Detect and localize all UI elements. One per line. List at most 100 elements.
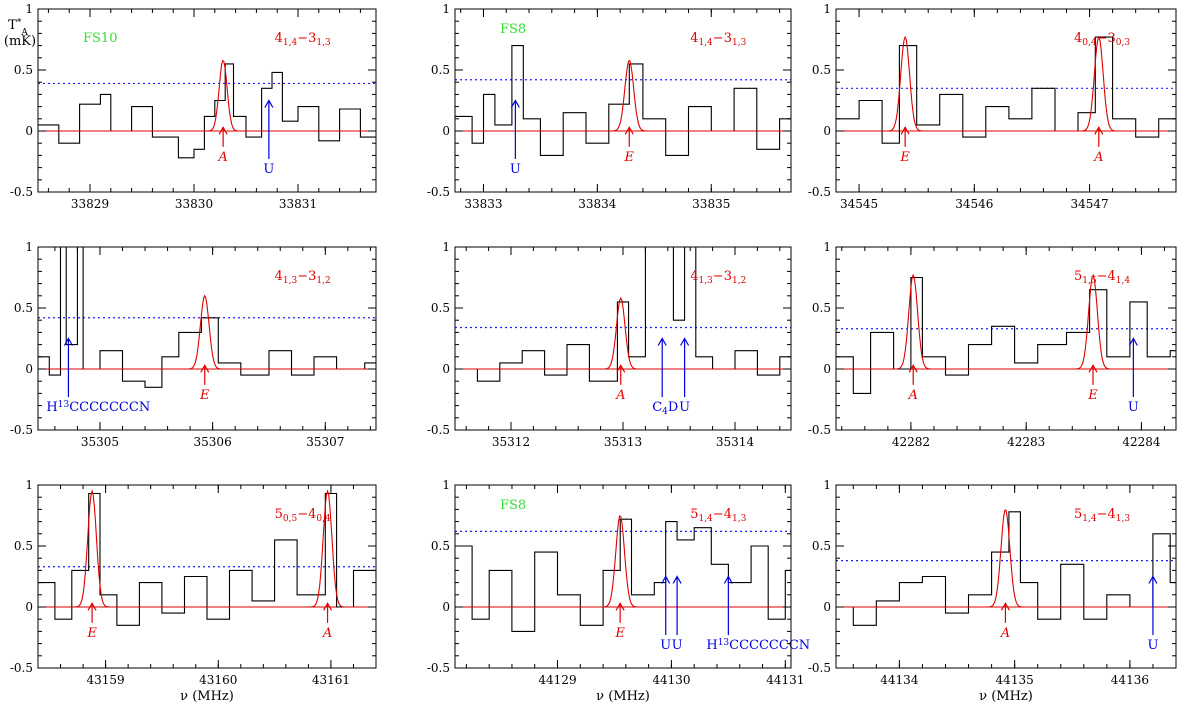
spectrum-trace [38, 247, 376, 388]
y-tick-label: -0.5 [427, 185, 450, 199]
axes-frame [454, 484, 792, 669]
axes-frame [835, 246, 1177, 431]
x-tick-label: 35306 [194, 435, 232, 449]
x-tick-label: 35313 [604, 435, 642, 449]
transition-label: 41,3−31,2 [275, 269, 331, 286]
y-tick-label: 1 [823, 478, 831, 492]
marker-label: U [679, 400, 690, 415]
fit-curve [455, 59, 791, 132]
marker-arrowhead [510, 99, 520, 108]
y-tick-label: 0.5 [14, 301, 33, 315]
marker-label: U [660, 638, 671, 653]
y-axis-title: T*A [8, 18, 28, 38]
y-tick-label: -0.5 [808, 423, 831, 437]
x-axis-title: ν (MHz) [596, 689, 650, 704]
marker-arrowhead [218, 126, 228, 135]
x-tick-label: 33835 [692, 197, 730, 211]
marker-label: E [199, 388, 210, 403]
x-tick-label: 35314 [716, 435, 755, 449]
fit-curve [836, 273, 1176, 370]
x-tick-label: 44131 [766, 673, 804, 687]
y-tick-label: 0.5 [812, 301, 831, 315]
marker-label: E [1087, 388, 1098, 403]
marker-arrowhead [87, 602, 97, 611]
fit-curve [38, 294, 376, 370]
marker-label: A [1093, 150, 1103, 165]
fit-curve [38, 489, 376, 608]
x-tick-label: 42283 [1007, 435, 1045, 449]
marker-arrowhead [908, 364, 918, 373]
marker-label: E [614, 626, 625, 641]
y-tick-label: 0.5 [14, 539, 33, 553]
y-tick-label: 1 [442, 240, 450, 254]
transition-label: 41,4−31,3 [690, 31, 746, 48]
marker-arrowhead [900, 126, 910, 135]
marker-arrowhead [1148, 575, 1158, 584]
x-tick-label: 44129 [538, 673, 576, 687]
axes-frame [37, 246, 377, 431]
marker-arrowhead [1000, 602, 1010, 611]
y-tick-label: 0 [25, 124, 33, 138]
marker-label: A [217, 150, 227, 165]
axes-frame [454, 8, 792, 193]
y-tick-label: 1 [823, 240, 831, 254]
x-tick-label: 33830 [175, 197, 213, 211]
panel-3: E H13CCCCCCCN -0.5 0 0.5 1 35305 35306 35307 41,3… [10, 240, 377, 449]
marker-label: A [908, 388, 918, 403]
panel-8: A U -0.5 0 0.5 1 44134 44135 44136 51,4−41,3 [808, 478, 1177, 687]
axes-frame [37, 484, 377, 669]
fit-curve [455, 296, 791, 370]
y-tick-label: 0.5 [812, 539, 831, 553]
transition-label: 41,4−31,3 [275, 31, 331, 48]
marker-label: U [672, 638, 683, 653]
x-tick-label: 42282 [892, 435, 930, 449]
transition-label: 51,4−41,3 [690, 507, 746, 524]
axes-frame [37, 8, 377, 193]
marker-arrowhead [616, 364, 626, 373]
y-tick-label: 0 [442, 124, 450, 138]
marker-label: U [1147, 638, 1158, 653]
x-axis-title: ν (MHz) [979, 689, 1033, 704]
marker-arrowhead [200, 364, 210, 373]
x-tick-label: 44136 [1111, 673, 1149, 687]
marker-arrowhead [672, 575, 682, 584]
y-tick-label: 0.5 [431, 301, 450, 315]
y-tick-label: 0 [823, 362, 831, 376]
panel-1: E U -0.5 0 0.5 1 33833 33834 33835 41,4−31,3 FS8 [427, 2, 792, 211]
x-tick-label: 35312 [492, 435, 530, 449]
marker-arrowhead [680, 337, 690, 346]
x-tick-label: 33834 [578, 197, 617, 211]
fit-curve [836, 509, 1176, 608]
spectrum-trace [455, 247, 791, 382]
fold-label: FS8 [500, 498, 526, 513]
y-tick-label: 0 [823, 124, 831, 138]
x-tick-label: 35305 [81, 435, 119, 449]
y-axis-unit: (mK) [4, 34, 36, 49]
y-tick-label: 1 [442, 2, 450, 16]
transition-label: 41,3−31,2 [690, 269, 746, 286]
y-tick-label: 1 [25, 478, 33, 492]
y-tick-label: -0.5 [10, 661, 33, 675]
fold-label: FS10 [83, 31, 117, 46]
x-tick-label: 44130 [652, 673, 690, 687]
marker-arrowhead [1128, 337, 1138, 346]
marker-label: E [899, 150, 910, 165]
y-tick-label: 0.5 [431, 539, 450, 553]
fold-label: FS8 [500, 22, 526, 37]
marker-arrowhead [657, 337, 667, 346]
y-tick-label: 0 [25, 600, 33, 614]
x-tick-label: 35307 [306, 435, 344, 449]
y-tick-label: 0 [442, 600, 450, 614]
y-tick-label: 1 [25, 2, 33, 16]
marker-arrowhead [323, 602, 333, 611]
x-tick-label: 34546 [955, 197, 993, 211]
x-tick-label: 43159 [87, 673, 125, 687]
marker-label: U [1128, 400, 1139, 415]
x-tick-label: 34547 [1070, 197, 1108, 211]
spectrum-trace [836, 36, 1176, 144]
x-tick-label: 34545 [840, 197, 878, 211]
x-axis-title: ν (MHz) [180, 689, 234, 704]
panel-5: A E U -0.5 0 0.5 1 42282 42283 42284 51,5−41,4 [808, 240, 1177, 449]
marker-arrowhead [264, 99, 274, 108]
